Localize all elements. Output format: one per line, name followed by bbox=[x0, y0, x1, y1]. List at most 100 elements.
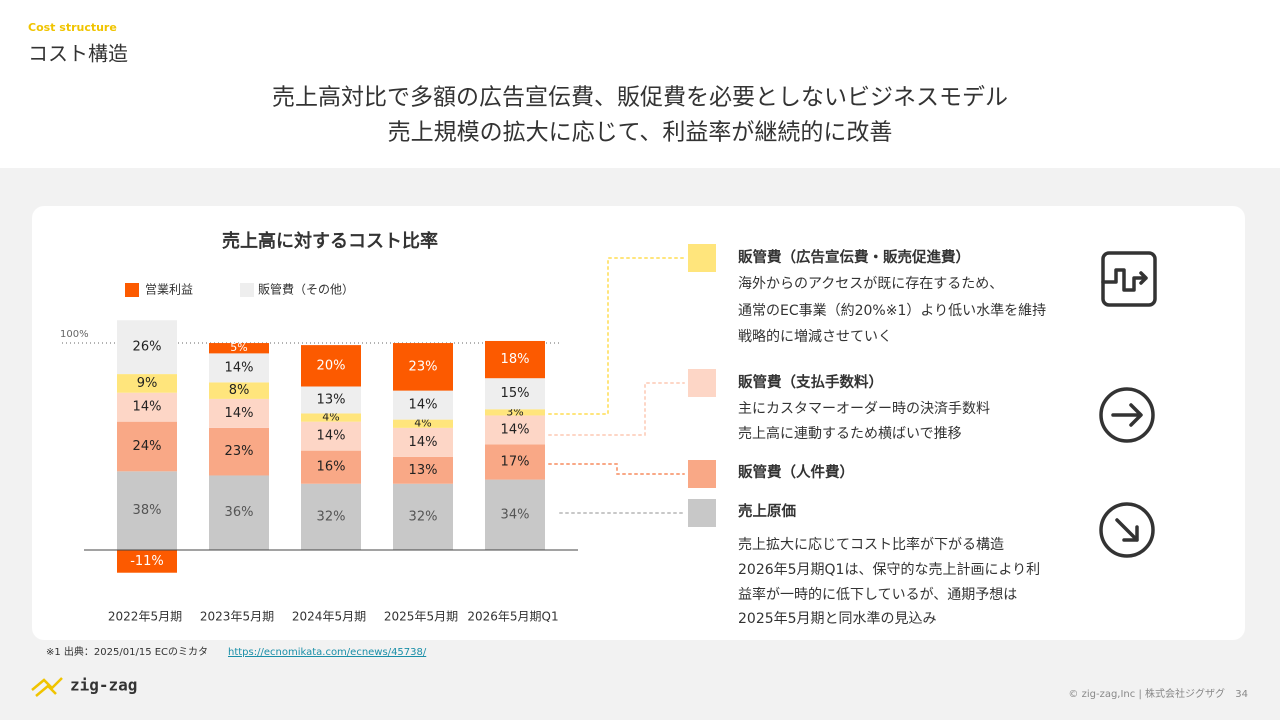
item-title: 売上原価 bbox=[738, 502, 796, 520]
bar-segment bbox=[301, 413, 361, 422]
value-label: 18% bbox=[501, 352, 530, 367]
value-label: -11% bbox=[130, 554, 164, 569]
bar-segment bbox=[209, 475, 269, 550]
footnote: ※1 出典：2025/01/15 ECのミカタ bbox=[46, 645, 208, 658]
legend-label: 販管費（その他） bbox=[258, 282, 354, 297]
value-label: 5% bbox=[230, 341, 247, 354]
value-label: 14% bbox=[225, 406, 254, 421]
value-label: 32% bbox=[409, 509, 438, 524]
x-tick-label: 2023年5月期 bbox=[200, 610, 274, 624]
value-label: 20% bbox=[317, 358, 346, 373]
bar-segment bbox=[485, 415, 545, 445]
value-label: 26% bbox=[133, 340, 162, 355]
legend-swatch bbox=[125, 283, 139, 297]
bar-segment bbox=[393, 427, 453, 457]
connector bbox=[548, 463, 685, 475]
swatch bbox=[688, 244, 716, 272]
bar-segment bbox=[393, 456, 453, 484]
bar-segment bbox=[209, 427, 269, 476]
logo-mark bbox=[31, 677, 63, 697]
headline: 売上高対比で多額の広告宣伝費、販促費を必要としないビジネスモデル bbox=[272, 85, 1008, 111]
x-tick-label: 2022年5月期 bbox=[108, 610, 182, 624]
x-tick-label: 2026年5月期Q1 bbox=[467, 610, 558, 624]
item-desc: 主にカスタマーオーダー時の決済手数料 bbox=[738, 401, 990, 417]
value-label: 13% bbox=[317, 392, 346, 407]
value-label: 14% bbox=[225, 360, 254, 375]
value-label: 16% bbox=[317, 460, 346, 475]
reference-label: 100% bbox=[60, 329, 89, 340]
bar-segment bbox=[117, 374, 177, 393]
legend-swatch bbox=[240, 283, 254, 297]
x-tick-label: 2024年5月期 bbox=[292, 610, 366, 624]
value-label: 4% bbox=[322, 411, 339, 424]
page-title: コスト構造 bbox=[28, 42, 128, 66]
item-desc: 売上拡大に応じてコスト比率が下がる構造 bbox=[738, 536, 1004, 553]
connector bbox=[548, 257, 685, 415]
chart: 100% 38% 24% 14% 9% 26% -11% 2022年5月期 36% 23% 14% 8… bbox=[60, 320, 578, 624]
legend-label: 営業利益 bbox=[145, 283, 193, 297]
value-label: 17% bbox=[501, 455, 530, 470]
value-label: 14% bbox=[317, 429, 346, 444]
item-desc: 通常のEC事業（約20%※1）より低い水準を維持 bbox=[738, 303, 1046, 319]
bar-segment bbox=[485, 479, 545, 550]
item-desc: 益率が一時的に低下しているが、通期予想は bbox=[738, 586, 1017, 603]
bar-segment bbox=[393, 483, 453, 550]
swatch bbox=[688, 460, 716, 488]
bar-segment bbox=[485, 340, 545, 379]
bar-segment bbox=[393, 419, 453, 428]
header-band bbox=[0, 0, 1280, 168]
kicker: Cost structure bbox=[28, 21, 117, 34]
bar-segment bbox=[393, 343, 453, 391]
logo: zig-zag bbox=[70, 676, 137, 695]
value-label: 14% bbox=[409, 435, 438, 450]
bar-segment bbox=[209, 343, 269, 354]
bar-segment bbox=[117, 471, 177, 550]
x-tick-label: 2025年5月期 bbox=[384, 610, 458, 624]
value-label: 4% bbox=[414, 417, 431, 430]
item-desc: 2025年5月期と同水準の見込み bbox=[738, 611, 937, 627]
bar-segment bbox=[117, 421, 177, 472]
item-desc: 戦略的に増減させていく bbox=[738, 328, 892, 345]
item-desc: 2026年5月期Q1は、保守的な売上計画により利 bbox=[738, 562, 1040, 578]
bar-segment bbox=[485, 409, 545, 416]
item-desc: 海外からのアクセスが既に存在するため、 bbox=[738, 276, 1003, 292]
bar-segment bbox=[393, 390, 453, 420]
value-label: 23% bbox=[225, 444, 254, 459]
connector bbox=[548, 382, 685, 436]
value-label: 24% bbox=[133, 439, 162, 454]
value-label: 34% bbox=[501, 507, 530, 522]
icons bbox=[1099, 251, 1157, 558]
swatch bbox=[688, 499, 716, 527]
value-label: 38% bbox=[133, 503, 162, 518]
bar-segment bbox=[301, 345, 361, 387]
bar-segment bbox=[209, 353, 269, 383]
value-label: 8% bbox=[229, 383, 250, 398]
bar-segment bbox=[209, 398, 269, 428]
bar-segment bbox=[301, 450, 361, 484]
bar-segment bbox=[209, 382, 269, 399]
item-title: 販管費（人件費） bbox=[738, 463, 854, 481]
chart-title: 売上高に対するコスト比率 bbox=[222, 230, 438, 252]
value-label: 36% bbox=[225, 505, 254, 520]
page-number: 34 bbox=[1235, 689, 1248, 700]
bar-segment bbox=[301, 483, 361, 550]
value-label: 15% bbox=[501, 386, 530, 401]
item-title: 販管費（支払手数料） bbox=[738, 373, 883, 391]
value-label: 9% bbox=[137, 376, 158, 391]
value-label: 14% bbox=[409, 398, 438, 413]
value-label: 23% bbox=[409, 359, 438, 374]
value-label: 13% bbox=[409, 463, 438, 478]
bar-segment bbox=[117, 392, 177, 422]
bar-segment bbox=[301, 421, 361, 451]
bar-segment bbox=[117, 549, 177, 573]
item-desc: 売上高に連動するため横ばいで推移 bbox=[738, 425, 962, 442]
source-link[interactable]: https://ecnomikata.com/ecnews/45738/ bbox=[228, 647, 427, 658]
bar-segment bbox=[485, 378, 545, 410]
value-label: 14% bbox=[133, 400, 162, 415]
bar-segment bbox=[485, 444, 545, 480]
bar-segment bbox=[117, 320, 177, 375]
swatch bbox=[688, 369, 716, 397]
value-label: 14% bbox=[501, 422, 530, 437]
value-label: 32% bbox=[317, 509, 346, 524]
